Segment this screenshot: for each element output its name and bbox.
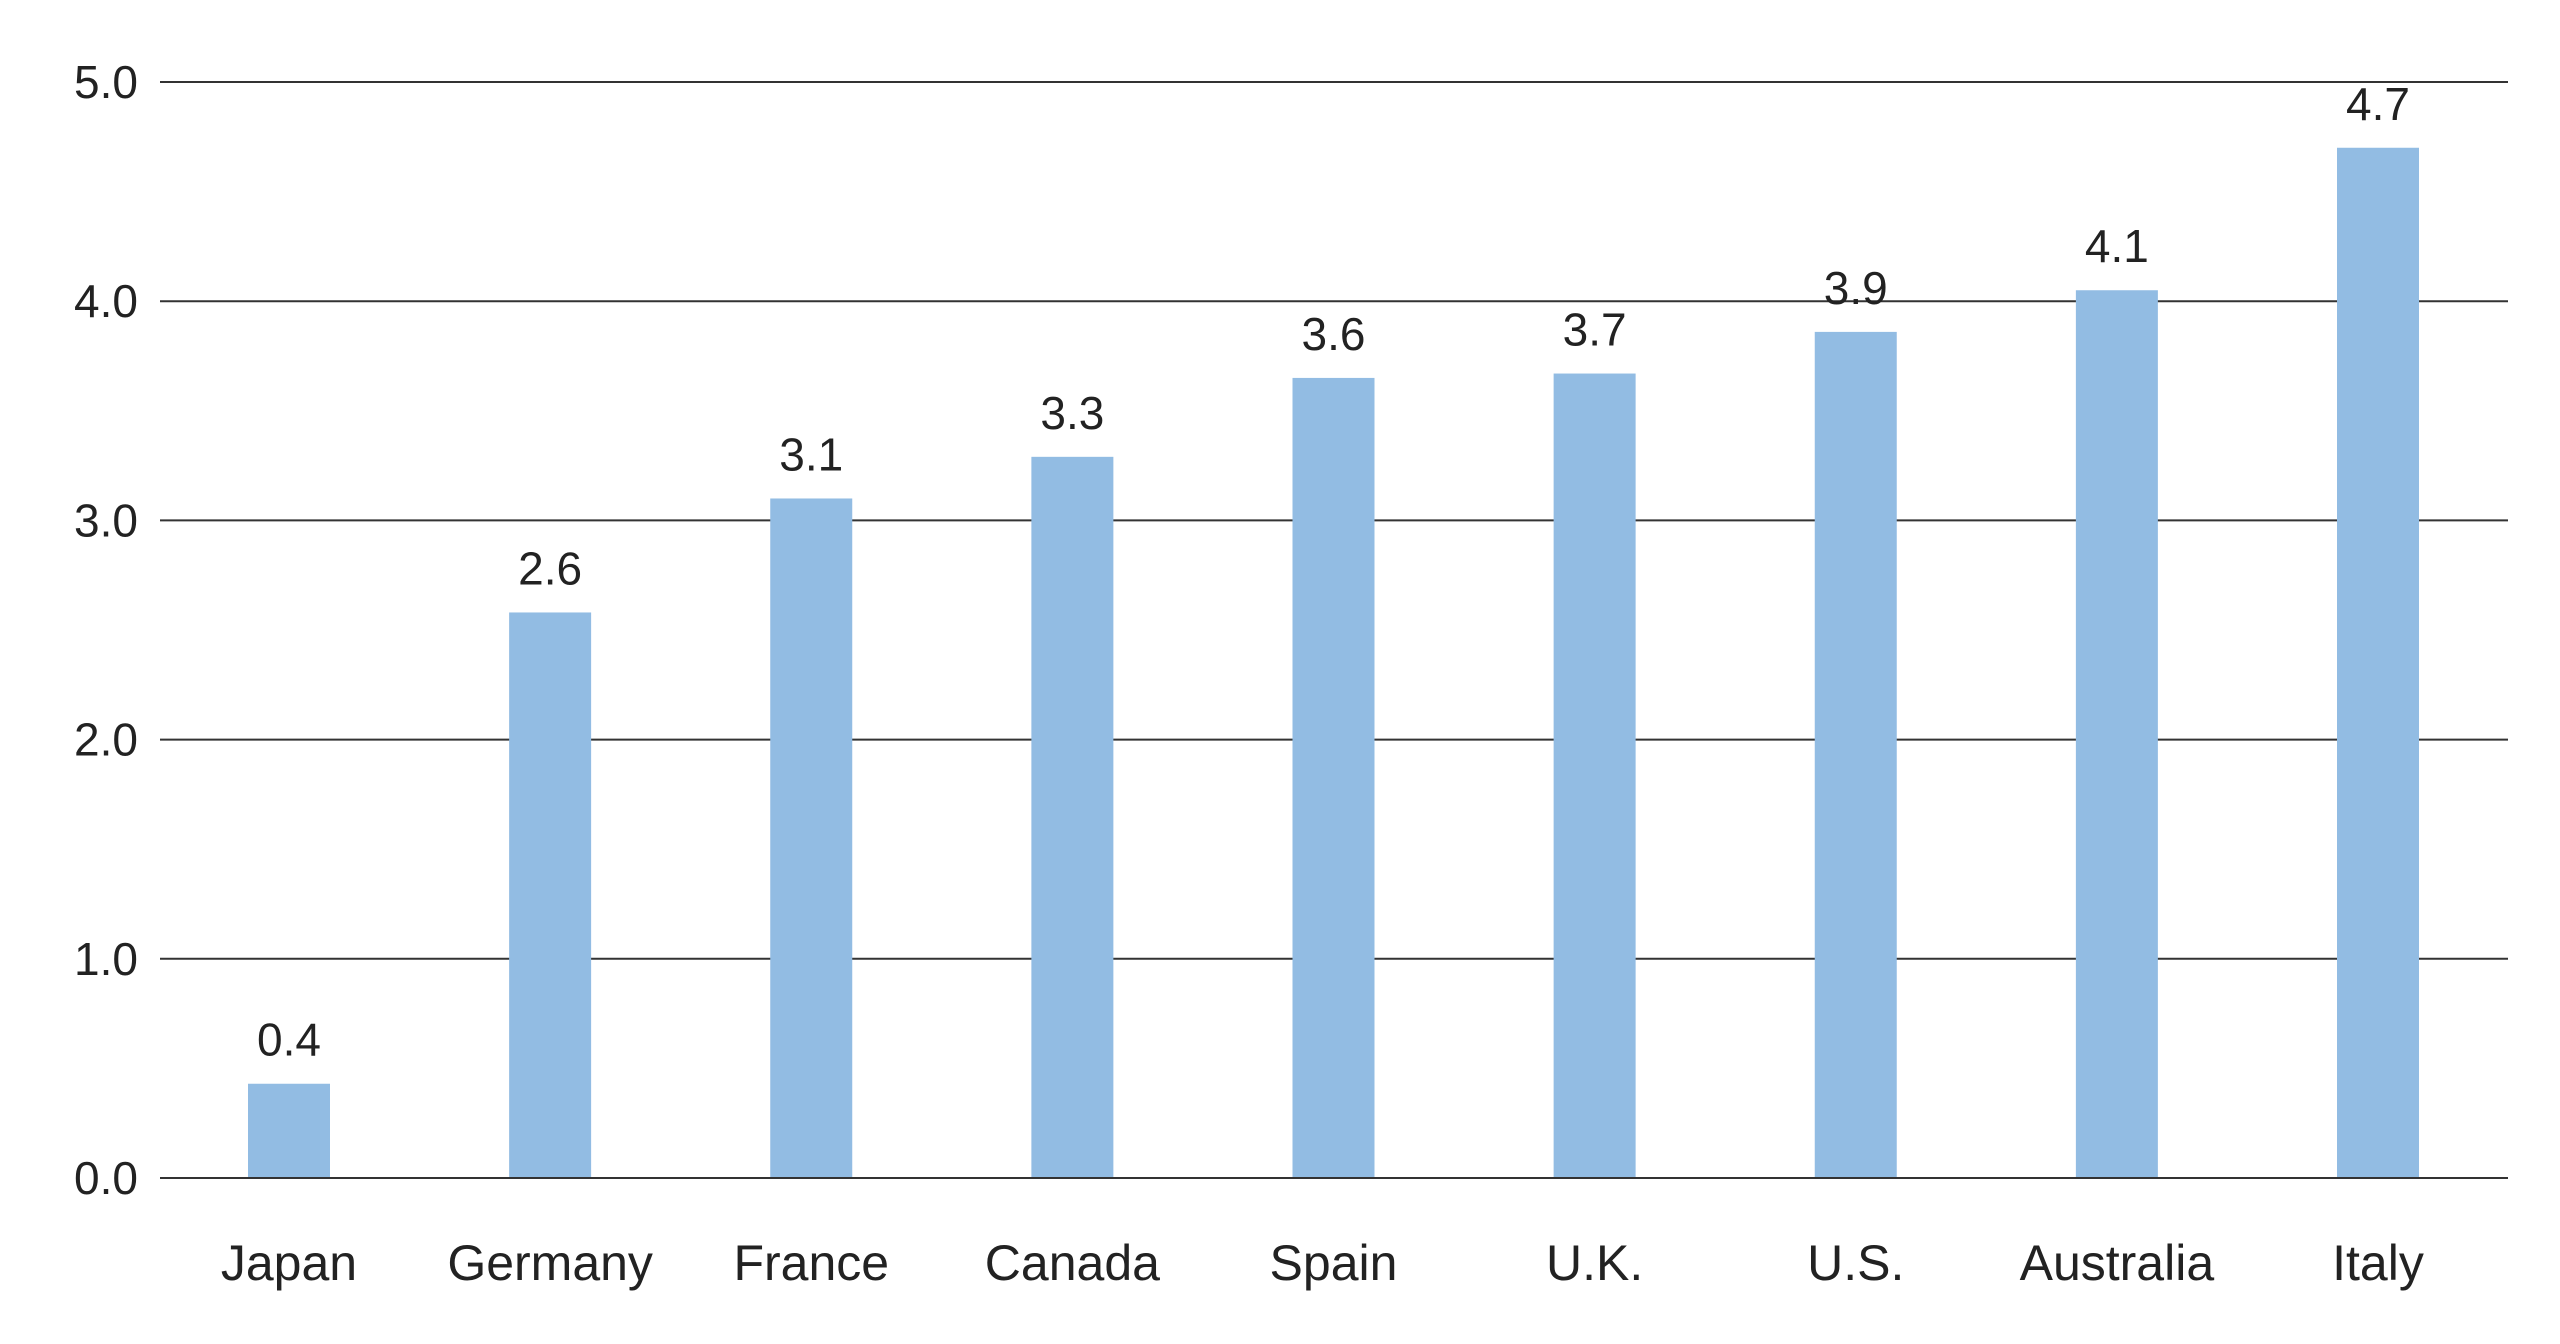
x-category-label: Japan (221, 1235, 357, 1291)
x-category-label: U.K. (1546, 1235, 1643, 1291)
data-label: 4.7 (2346, 78, 2410, 130)
data-label: 3.6 (1302, 308, 1366, 360)
x-category-label: Italy (2332, 1235, 2424, 1291)
x-category-label: U.S. (1807, 1235, 1904, 1291)
bar (1031, 456, 1114, 1178)
x-category-label: Canada (985, 1235, 1160, 1291)
y-tick-label: 1.0 (74, 933, 138, 985)
y-tick-label: 0.0 (74, 1152, 138, 1204)
data-label: 3.1 (779, 428, 843, 480)
bar (1292, 377, 1375, 1178)
bar (248, 1083, 330, 1178)
y-tick-label: 5.0 (74, 56, 138, 108)
data-label: 0.4 (257, 1014, 321, 1066)
bar (770, 498, 853, 1179)
bar (2337, 147, 2419, 1178)
y-tick-label: 3.0 (74, 494, 138, 546)
y-tick-label: 2.0 (74, 714, 138, 766)
bar (2075, 290, 2158, 1178)
x-category-label: France (733, 1235, 889, 1291)
y-axis-tick-labels: 0.0 1.0 2.0 3.0 4.0 5.0 (74, 56, 138, 1204)
data-label: 2.6 (518, 542, 582, 594)
data-label: 3.9 (1824, 262, 1888, 314)
data-labels: 0.4 2.6 3.1 3.3 3.6 3.7 3.9 4.1 4.7 (257, 78, 2410, 1066)
data-label: 3.7 (1563, 304, 1627, 356)
bar (509, 612, 592, 1178)
x-category-label: Spain (1270, 1235, 1398, 1291)
y-tick-label: 4.0 (74, 275, 138, 327)
bars (160, 147, 2508, 1179)
bar (1814, 331, 1897, 1178)
bar (1553, 373, 1636, 1178)
x-axis-category-labels: Japan Germany France Canada Spain U.K. U.S. Aus… (221, 1235, 2424, 1291)
data-label: 4.1 (2085, 220, 2149, 272)
x-category-label: Australia (2020, 1235, 2215, 1291)
data-label: 3.3 (1040, 387, 1104, 439)
x-category-label: Germany (447, 1235, 653, 1291)
